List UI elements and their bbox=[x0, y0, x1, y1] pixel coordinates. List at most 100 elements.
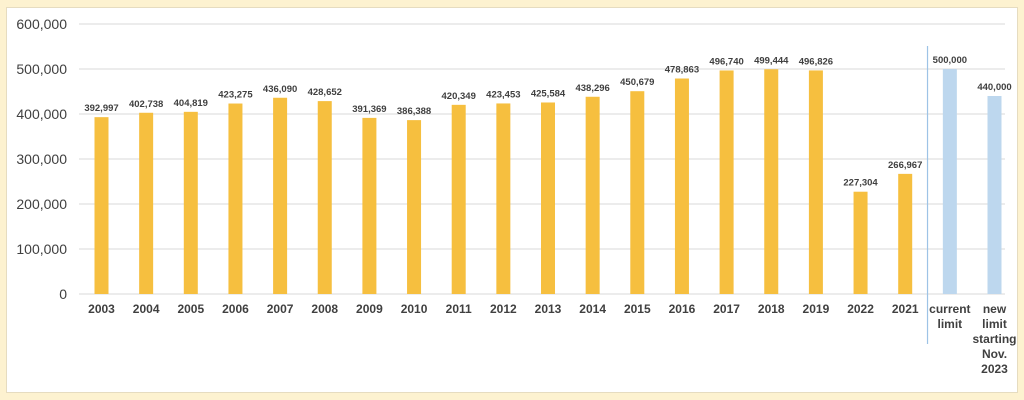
data-label: 391,369 bbox=[352, 104, 386, 115]
bar-2016 bbox=[674, 78, 689, 294]
y-tick-label: 100,000 bbox=[16, 241, 67, 257]
chart-frame: 0 100,000 200,000 300,000 400,000 500,000 600,… bbox=[6, 7, 1018, 393]
x-tick-label-line: current bbox=[929, 302, 970, 316]
bar-2012 bbox=[496, 103, 511, 294]
y-tick-label: 500,000 bbox=[16, 61, 67, 77]
y-tick-label: 0 bbox=[59, 286, 67, 302]
data-label: 496,740 bbox=[709, 56, 743, 67]
data-label: 499,444 bbox=[754, 55, 789, 66]
x-tick-label: 2013 bbox=[535, 302, 562, 316]
x-tick-label-line: new bbox=[983, 302, 1007, 316]
data-label: 438,296 bbox=[575, 83, 609, 94]
x-tick-label: new limit starting Nov. 2023 bbox=[972, 302, 1016, 376]
x-tick-label-line: 2003 bbox=[88, 302, 115, 316]
x-tick-label: 2014 bbox=[579, 302, 606, 316]
x-tick-label-line: 2010 bbox=[401, 302, 428, 316]
x-tick-label-line: 2021 bbox=[892, 302, 919, 316]
bar-2006 bbox=[228, 103, 243, 295]
x-tick-label: current limit bbox=[929, 302, 970, 331]
bar-2004 bbox=[139, 112, 154, 294]
data-label: 386,388 bbox=[397, 106, 431, 117]
x-tick-label: 2005 bbox=[177, 302, 204, 316]
y-tick-label: 300,000 bbox=[16, 151, 67, 167]
x-tick-label: 2017 bbox=[713, 302, 740, 316]
x-tick-label-line: limit bbox=[982, 317, 1007, 331]
data-label: 425,584 bbox=[531, 88, 566, 99]
bar-2005 bbox=[183, 111, 198, 294]
data-label: 392,997 bbox=[84, 103, 118, 114]
x-tick-label: 2011 bbox=[446, 302, 472, 316]
data-label: 266,967 bbox=[888, 160, 922, 171]
x-tick-label: 2022 bbox=[847, 302, 874, 316]
data-label: 440,000 bbox=[977, 82, 1011, 93]
bar-2017 bbox=[719, 70, 734, 294]
bar-2015 bbox=[630, 91, 645, 294]
bar-new-limit-starting-nov-2023 bbox=[987, 96, 1002, 294]
x-tick-label-line: 2011 bbox=[446, 302, 472, 316]
y-tick-label: 200,000 bbox=[16, 196, 67, 212]
data-label: 450,679 bbox=[620, 77, 654, 88]
bar-2007 bbox=[273, 97, 288, 295]
data-label: 496,826 bbox=[799, 56, 833, 67]
x-tick-label: 2008 bbox=[311, 302, 338, 316]
x-tick-label: 2019 bbox=[803, 302, 830, 316]
x-tick-label-line: 2009 bbox=[356, 302, 383, 316]
x-tick-label-line: 2008 bbox=[311, 302, 338, 316]
x-tick-label-line: 2017 bbox=[713, 302, 740, 316]
y-tick-label: 600,000 bbox=[16, 16, 67, 32]
bar-current-limit bbox=[942, 69, 957, 294]
data-label: 420,349 bbox=[442, 91, 476, 102]
x-tick-label-line: 2004 bbox=[133, 302, 160, 316]
data-label: 227,304 bbox=[843, 178, 878, 189]
x-tick-label-line: 2013 bbox=[535, 302, 562, 316]
x-tick-label-line: 2007 bbox=[267, 302, 294, 316]
x-tick-label-line: 2014 bbox=[579, 302, 606, 316]
x-tick-label: 2004 bbox=[133, 302, 160, 316]
bar-2010 bbox=[407, 120, 422, 294]
x-tick-label: 2015 bbox=[624, 302, 651, 316]
bar-2011 bbox=[451, 104, 466, 294]
x-tick-label-line: 2022 bbox=[847, 302, 874, 316]
x-tick-label-line: 2012 bbox=[490, 302, 517, 316]
x-tick-label: 2006 bbox=[222, 302, 249, 316]
x-tick-label-line: 2019 bbox=[803, 302, 830, 316]
bars bbox=[94, 69, 1002, 295]
x-axis-tick-labels: 2003 2004 2005 2006 2007 2008 2009 2010 2011 2012… bbox=[88, 302, 1016, 376]
data-label: 423,275 bbox=[218, 90, 253, 101]
x-tick-label: 2010 bbox=[401, 302, 428, 316]
x-tick-label-line: limit bbox=[938, 317, 963, 331]
bar-2018 bbox=[764, 69, 779, 294]
x-tick-label-line: 2023 bbox=[981, 362, 1008, 376]
x-tick-label: 2018 bbox=[758, 302, 785, 316]
bar-2008 bbox=[317, 101, 332, 294]
data-label: 404,819 bbox=[174, 98, 208, 109]
bar-2009 bbox=[362, 117, 377, 295]
x-tick-label-line: 2016 bbox=[669, 302, 696, 316]
x-tick-label-line: 2005 bbox=[177, 302, 204, 316]
data-label: 436,090 bbox=[263, 84, 297, 95]
bar-2019 bbox=[808, 70, 823, 294]
bar-2021 bbox=[898, 173, 913, 294]
x-tick-label: 2009 bbox=[356, 302, 383, 316]
bar-2003 bbox=[94, 117, 109, 294]
x-tick-label: 2003 bbox=[88, 302, 115, 316]
data-label: 478,863 bbox=[665, 65, 699, 76]
x-tick-label-line: Nov. bbox=[982, 347, 1007, 361]
y-axis-tick-labels: 0 100,000 200,000 300,000 400,000 500,000 600,… bbox=[16, 16, 67, 302]
bar-2022 bbox=[853, 191, 868, 294]
data-label: 402,738 bbox=[129, 99, 163, 110]
data-label: 428,652 bbox=[308, 87, 342, 98]
x-tick-label-line: 2006 bbox=[222, 302, 249, 316]
bar-chart: 0 100,000 200,000 300,000 400,000 500,000 600,… bbox=[16, 16, 1016, 376]
x-tick-label-line: 2018 bbox=[758, 302, 785, 316]
data-label: 423,453 bbox=[486, 89, 520, 100]
x-tick-label: 2012 bbox=[490, 302, 517, 316]
x-tick-label-line: 2015 bbox=[624, 302, 651, 316]
bar-2013 bbox=[541, 102, 555, 294]
data-labels: 392,997 402,738 404,819 423,275 436,090 428,6… bbox=[84, 55, 1011, 189]
x-tick-label: 2016 bbox=[669, 302, 696, 316]
x-tick-label: 2007 bbox=[267, 302, 294, 316]
x-tick-label-line: starting bbox=[972, 332, 1016, 346]
data-label: 500,000 bbox=[933, 55, 967, 66]
y-tick-label: 400,000 bbox=[16, 106, 67, 122]
